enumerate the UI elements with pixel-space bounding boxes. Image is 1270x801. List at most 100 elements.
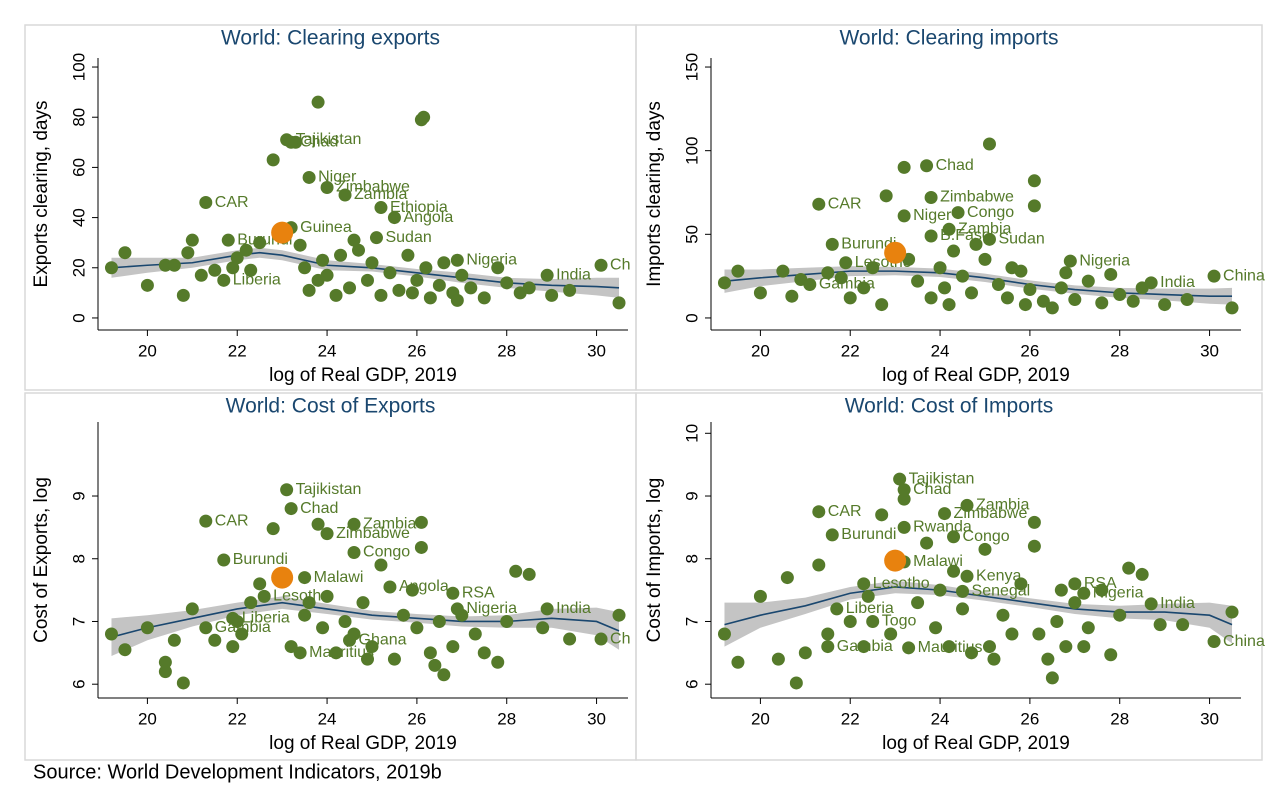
x-axis-title: log of Real GDP, 2019 [882, 733, 1070, 754]
point-label: Zimbabwe [336, 179, 410, 196]
labeled-point [387, 211, 401, 225]
point [414, 515, 428, 529]
point [509, 564, 523, 578]
point [1045, 671, 1059, 685]
point [455, 268, 469, 282]
point [329, 646, 343, 660]
point [1158, 298, 1172, 312]
point [956, 602, 970, 616]
point [410, 621, 424, 635]
point [875, 298, 889, 312]
point [982, 640, 996, 654]
point [298, 261, 312, 275]
point [1180, 293, 1194, 307]
point [942, 640, 956, 654]
point-label: Zambia [958, 221, 1011, 238]
x-tick-label: 28 [497, 341, 516, 360]
y-tick-label: 8 [69, 554, 88, 563]
labeled-point [302, 170, 316, 184]
x-tick-label: 22 [841, 341, 860, 360]
point [158, 258, 172, 272]
point-label: Nigeria [1079, 252, 1130, 269]
fit-line [724, 586, 1233, 626]
point-label: Liberia [242, 610, 290, 627]
y-tick-label: 10 [682, 424, 701, 443]
point [118, 246, 132, 260]
point [352, 243, 366, 257]
x-tick-label: 26 [1020, 341, 1039, 360]
point [982, 137, 996, 151]
point-label: Gambia [819, 276, 875, 293]
point [991, 277, 1005, 291]
point-label: Ch [610, 630, 630, 647]
point [266, 522, 280, 536]
panel-title: World: Clearing exports [221, 27, 440, 50]
x-axis-title: log of Real GDP, 2019 [269, 733, 457, 754]
point-label: Zambia [976, 497, 1029, 514]
point-label: CAR [215, 512, 249, 529]
y-tick-label: 150 [682, 53, 701, 81]
point [563, 632, 577, 646]
point [405, 286, 419, 300]
point [365, 256, 379, 270]
point [316, 253, 330, 267]
point-label: Zimbabwe [336, 525, 410, 542]
point [374, 558, 388, 572]
y-tick-label: 60 [69, 158, 88, 177]
point [239, 243, 253, 257]
y-tick-label: 80 [69, 108, 88, 127]
point [798, 646, 812, 660]
x-tick-label: 20 [138, 341, 157, 360]
labeled-point [280, 483, 294, 497]
point [924, 291, 938, 305]
point [1018, 298, 1032, 312]
point [612, 608, 626, 622]
point-label: Senegal [972, 583, 1031, 600]
point [879, 189, 893, 203]
highlight-point [884, 549, 907, 572]
fit-line [724, 270, 1233, 298]
labeled-point [897, 209, 911, 223]
y-tick-label: 100 [69, 53, 88, 81]
point [920, 536, 934, 550]
point-label: Congo [967, 204, 1014, 221]
point [911, 596, 925, 610]
point-label: China [1223, 633, 1265, 650]
point [875, 508, 889, 522]
labeled-point [902, 641, 916, 655]
point [302, 283, 316, 297]
point [226, 640, 240, 654]
point [1081, 621, 1095, 635]
y-axis-title: Imports clearing, days [644, 101, 665, 287]
point-label: Chad [300, 134, 338, 151]
labeled-point [866, 614, 880, 628]
point [437, 256, 451, 270]
point [1014, 577, 1028, 591]
labeled-point [374, 201, 388, 215]
point-label: CAR [828, 195, 862, 212]
x-tick-label: 22 [228, 709, 247, 728]
point-label: Ethiopia [390, 199, 448, 216]
y-tick-label: 7 [682, 617, 701, 626]
x-tick-label: 24 [318, 341, 337, 360]
labeled-point [226, 611, 240, 625]
highlight-point [271, 221, 294, 244]
point [365, 640, 379, 654]
x-tick-label: 20 [751, 709, 770, 728]
point [884, 627, 898, 641]
panel-title: World: Clearing imports [839, 27, 1058, 50]
y-tick-label: 9 [69, 491, 88, 500]
point-label: Tajikistan [909, 470, 975, 487]
point [1225, 605, 1239, 619]
labeled-point [839, 256, 853, 270]
point-label: Congo [963, 528, 1010, 545]
highlight-point [884, 241, 907, 264]
point [167, 258, 181, 272]
x-tick-label: 26 [407, 709, 426, 728]
point-label: Ch [610, 256, 630, 273]
y-tick-label: 0 [69, 313, 88, 322]
point [428, 658, 442, 672]
panel-frame [635, 24, 1263, 391]
point [1041, 652, 1055, 666]
